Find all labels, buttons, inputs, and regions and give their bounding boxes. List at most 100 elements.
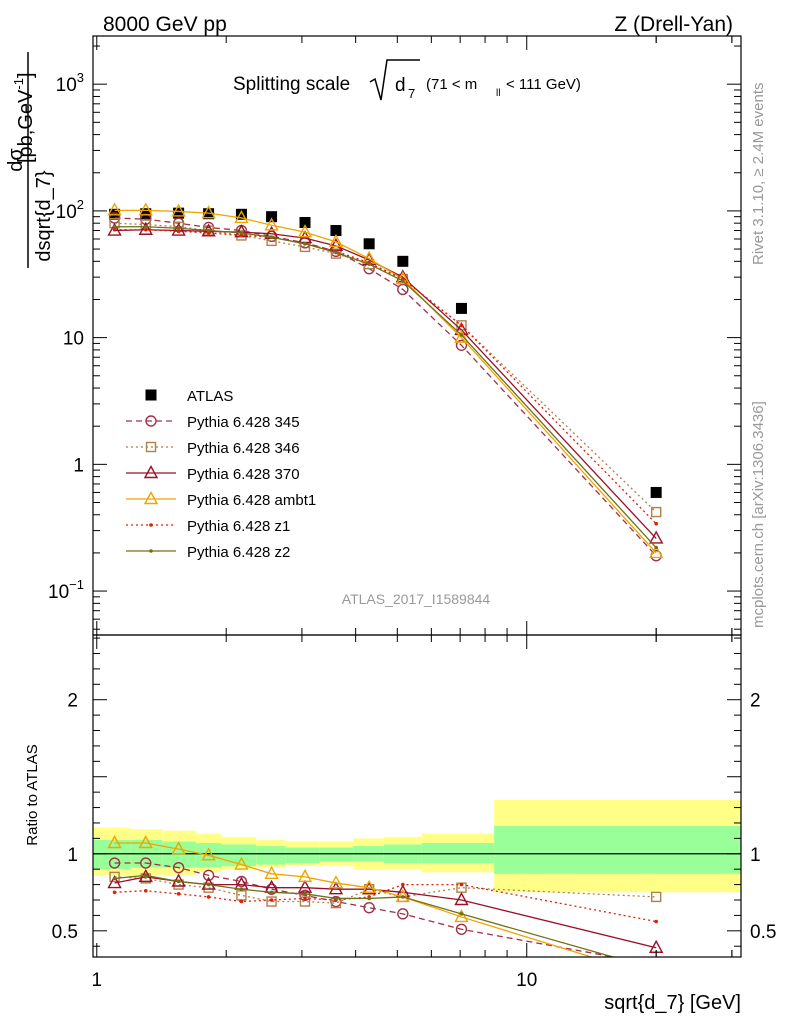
data-point [138, 221, 153, 235]
data-point [454, 329, 469, 343]
data-point [459, 323, 464, 328]
band-inner [221, 844, 257, 867]
legend-marker [145, 415, 157, 427]
data-point [171, 203, 186, 217]
data-point [143, 227, 148, 232]
ratio-line-pythia-6-428-z1 [114, 883, 657, 923]
band-inner [421, 842, 495, 864]
series-line-pythia-6-428-370 [114, 229, 657, 539]
sqrt-symbol [369, 59, 420, 101]
data-point [654, 521, 658, 526]
data-point [206, 228, 211, 233]
ratio-y-tick-label-right: 1 [750, 845, 761, 866]
legend-label: Pythia 6.428 ambt1 [187, 492, 316, 509]
data-point [648, 544, 664, 559]
ratio-point [234, 856, 249, 870]
legend-marker [143, 465, 159, 479]
data-point [269, 235, 274, 240]
band-inner [319, 847, 354, 862]
ratio-point [455, 923, 468, 935]
ratio-line-pythia-6-428-345 [114, 862, 618, 957]
data-point [455, 339, 468, 351]
data-point [401, 279, 405, 283]
ratio-point [303, 892, 307, 896]
ratio-line-pythia-6-428-346 [114, 876, 657, 904]
data-point [234, 209, 249, 224]
ratio-y-tick-label: 0.5 [52, 922, 78, 943]
data-point [264, 217, 279, 231]
y-tick-label: 103 [56, 70, 84, 96]
ratio-point [303, 896, 307, 901]
ratio-point [172, 861, 185, 874]
ratio-uncertainty-bands [93, 799, 741, 893]
data-point [171, 222, 186, 236]
data-point [397, 255, 409, 267]
x-tick-label: 10 [516, 970, 537, 991]
data-point [235, 208, 247, 220]
data-point [367, 262, 371, 266]
legend-entry: Pythia 6.428 ambt1 [126, 491, 316, 509]
legend-entry: Pythia 6.428 z1 [126, 518, 290, 535]
ratio-point [140, 857, 152, 869]
main-title-cut-sub: ll [496, 88, 500, 99]
legend-marker [145, 389, 157, 401]
data-point [201, 205, 216, 219]
ratio-y-tick-label: 1 [67, 845, 78, 866]
ratio-point [395, 888, 411, 903]
data-point [239, 231, 244, 235]
ratio-point [650, 891, 662, 903]
series-line-pythia-6-428-345 [114, 217, 657, 557]
ratio-point [171, 841, 186, 855]
ratio-point [397, 908, 409, 920]
data-series-layer [107, 202, 664, 957]
legend-entry: Pythia 6.428 370 [126, 465, 300, 483]
data-point [138, 202, 153, 216]
ratio-point [654, 919, 658, 924]
ratio-point [334, 896, 338, 901]
main-title-text: Splitting scale [233, 74, 350, 95]
upper-ylabel: dσ dsqrt{d_7} [pb,GeV-1] [5, 52, 55, 268]
mcplots-label: mcplots.cern.ch [arXiv:1306.3436] [750, 401, 767, 628]
ratio-point [206, 895, 211, 899]
legend-entry: Pythia 6.428 z2 [126, 544, 290, 561]
ratio-point [459, 912, 464, 916]
ratio-point [143, 873, 148, 878]
main-title-cut-right: < 111 GeV) [506, 76, 581, 93]
main-title-subscript: 7 [408, 86, 415, 101]
y-tick-label: 10 [63, 329, 84, 350]
ratio-point [454, 908, 469, 923]
main-title-symbol: d [395, 75, 406, 96]
ratio-series-pythia-6-428-z2 [112, 873, 616, 957]
legend-entry: Pythia 6.428 345 [126, 414, 300, 431]
legend-label: Pythia 6.428 346 [187, 440, 300, 457]
y-tick-label: 10−1 [48, 577, 84, 603]
ratio-point [108, 857, 121, 869]
data-point [112, 224, 117, 229]
rivet-label: Rivet 3.1.10, ≥ 2.4M events [750, 83, 767, 266]
data-point [303, 241, 307, 246]
data-point [143, 224, 148, 229]
main-title: Splitting scale d 7 (71 < m ll < 111 GeV… [233, 59, 581, 101]
ratio-point [269, 890, 274, 895]
ratio-point [112, 890, 117, 895]
header-left: 8000 GeV pp [103, 13, 227, 36]
data-point [112, 227, 117, 232]
data-point [297, 224, 313, 238]
ratio-point [109, 871, 120, 883]
lower-plot-frame [92, 634, 742, 958]
data-point [266, 211, 278, 223]
legend-label: Pythia 6.428 345 [187, 414, 300, 431]
legend-entry: Pythia 6.428 346 [126, 440, 300, 457]
data-point [334, 250, 338, 255]
data-point [363, 238, 375, 250]
ratio-point [264, 865, 279, 880]
data-point [650, 506, 662, 518]
legend-label: ATLAS [187, 388, 233, 405]
ratio-point [176, 892, 181, 896]
ratio-point [361, 879, 377, 893]
legend-label: Pythia 6.428 370 [187, 466, 300, 483]
data-point [107, 202, 122, 216]
analysis-label: ATLAS_2017_I1589844 [342, 591, 491, 607]
band-inner [494, 826, 741, 874]
